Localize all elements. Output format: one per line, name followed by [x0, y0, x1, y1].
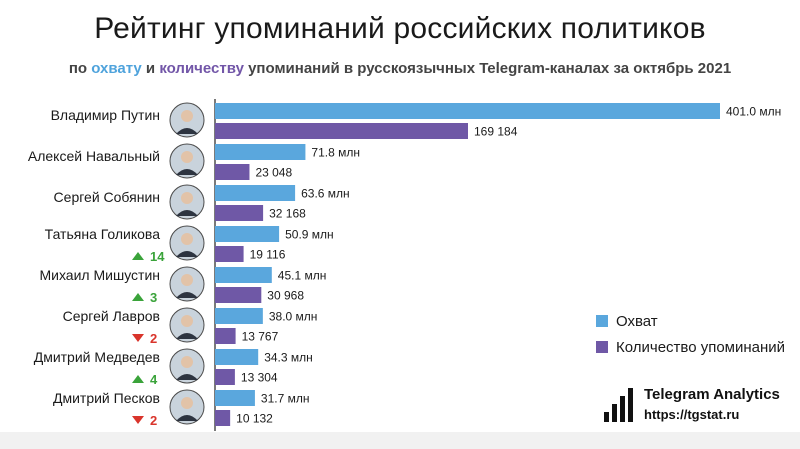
avatar-face — [181, 274, 193, 286]
subtitle-prefix: по — [68, 60, 92, 77]
avatar-suit — [176, 169, 198, 175]
rank-up-icon — [132, 293, 144, 301]
avatar-suit — [176, 374, 198, 380]
data-label-count: 13 767 — [242, 330, 279, 344]
bottom-strip — [0, 432, 800, 449]
avatar-suit — [176, 210, 198, 216]
rank-down-icon — [132, 416, 144, 424]
data-label-count: 23 048 — [255, 166, 292, 180]
category-label: Михаил Мишустин — [39, 267, 160, 283]
category-label: Дмитрий Медведев — [34, 349, 160, 365]
avatar-suit — [176, 333, 198, 339]
bar-reach — [215, 226, 280, 242]
legend-item-reach: Охват — [596, 310, 785, 332]
rank-down-icon — [132, 334, 144, 342]
legend-item-count: Количество упоминаний — [596, 336, 785, 358]
legend-swatch-reach — [596, 315, 608, 327]
bar-count — [215, 287, 262, 303]
bar-count — [215, 123, 468, 139]
subtitle-count: количеству — [159, 60, 244, 77]
rank-change-value: 2 — [150, 331, 157, 346]
chart-title: Рейтинг упоминаний российских политиков — [94, 12, 706, 45]
subtitle-reach: охвату — [91, 60, 142, 77]
avatar-suit — [176, 415, 198, 421]
rank-change-value: 14 — [150, 249, 165, 264]
bar-count — [215, 246, 244, 262]
avatar-suit — [176, 251, 198, 257]
avatar-face — [181, 233, 193, 245]
brand-url[interactable]: https://tgstat.ru — [644, 407, 740, 422]
rank-change-value: 3 — [150, 290, 157, 305]
category-label: Дмитрий Песков — [53, 390, 160, 406]
bar-reach — [215, 267, 272, 283]
legend-swatch-count — [596, 341, 608, 353]
avatar-face — [181, 397, 193, 409]
avatar-face — [181, 192, 193, 204]
data-label-reach: 38.0 млн — [269, 310, 318, 324]
bar-reach — [215, 185, 296, 201]
category-label: Сергей Лавров — [63, 308, 160, 324]
avatar-face — [181, 110, 193, 122]
avatar-face — [181, 151, 193, 163]
data-label-reach: 34.3 млн — [264, 351, 313, 365]
legend-label-count: Количество упоминаний — [616, 338, 786, 356]
brand-logo: Telegram Analytics https://tgstat.ru — [604, 386, 780, 422]
avatar-suit — [176, 128, 198, 134]
data-label-count: 13 304 — [241, 371, 278, 385]
data-label-reach: 50.9 млн — [285, 228, 334, 242]
data-label-count: 32 168 — [269, 207, 306, 221]
bar-count — [215, 369, 235, 385]
subtitle-mid: и — [141, 60, 160, 77]
category-label: Сергей Собянин — [54, 189, 160, 205]
bar-reach — [215, 390, 255, 406]
rank-up-icon — [132, 375, 144, 383]
data-label-count: 30 968 — [267, 289, 304, 303]
bar-reach — [215, 144, 306, 160]
data-label-count: 19 116 — [250, 248, 286, 262]
brand-name: Telegram Analytics — [644, 386, 780, 403]
bar-count — [215, 328, 236, 344]
avatar-suit — [176, 292, 198, 298]
legend-label-reach: Охват — [616, 312, 658, 330]
avatar-face — [181, 356, 193, 368]
data-label-count: 169 184 — [474, 125, 518, 139]
data-label-reach: 31.7 млн — [261, 392, 310, 406]
bar-reach — [215, 103, 720, 119]
bar-reach — [215, 308, 263, 324]
rank-change-value: 2 — [150, 413, 157, 428]
data-label-reach: 63.6 млн — [301, 187, 350, 201]
data-label-reach: 45.1 млн — [278, 269, 327, 283]
category-label: Татьяна Голикова — [45, 226, 161, 242]
data-label-count: 10 132 — [236, 412, 273, 426]
bar-count — [215, 410, 231, 426]
chart-legend: Охват Количество упоминаний — [596, 310, 785, 362]
subtitle-suffix: упоминаний в русскоязычных Telegram-кана… — [243, 60, 732, 77]
bar-count — [215, 164, 250, 180]
data-label-reach: 401.0 млн — [726, 105, 781, 119]
bar-count — [215, 205, 264, 221]
category-label: Алексей Навальный — [28, 148, 160, 164]
bar-chart-logo-icon — [604, 388, 636, 422]
data-label-reach: 71.8 млн — [311, 146, 360, 160]
chart-subtitle: по охвату и количеству упоминаний в русс… — [0, 60, 800, 77]
category-label: Владимир Путин — [51, 107, 160, 123]
bar-reach — [215, 349, 259, 365]
rank-change-value: 4 — [150, 372, 158, 387]
rank-up-icon — [132, 252, 144, 260]
avatar-face — [181, 315, 193, 327]
